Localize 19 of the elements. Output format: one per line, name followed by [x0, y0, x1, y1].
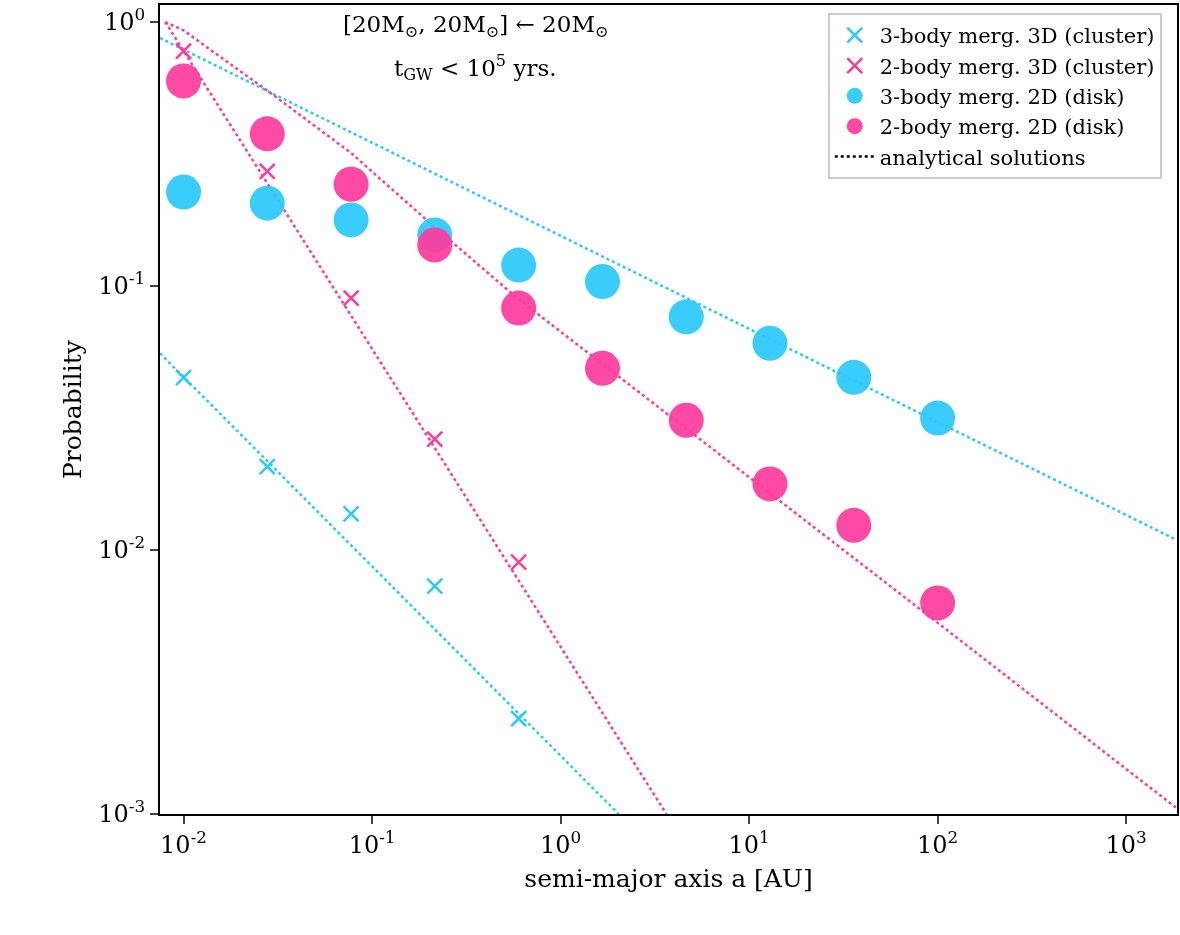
legend-label: 2-body merg. 3D (cluster)	[879, 54, 1155, 79]
x-axis-title: semi-major axis a [AU]	[524, 864, 813, 894]
legend-label: 3-body merg. 2D (disk)	[879, 85, 1125, 110]
y-tick-label: 10$^{-2}$	[98, 532, 146, 565]
annotation: t$_{GW}$ < 10$^{5}$ yrs.	[394, 51, 557, 85]
y-tick-label: 10$^{-1}$	[98, 268, 146, 301]
y-tick-label: 10$^{-3}$	[98, 796, 146, 829]
x-tick-label: 10$^{2}$	[917, 826, 959, 859]
legend-label: 2-body merg. 2D (disk)	[879, 115, 1125, 140]
y-tick-label: 10$^{0}$	[103, 4, 146, 37]
legend-label: 3-body merg. 3D (cluster)	[879, 24, 1155, 49]
legend-label: analytical solutions	[879, 145, 1086, 170]
y-axis-title: Probability	[57, 339, 87, 479]
x-tick-label: 10$^{1}$	[728, 826, 770, 859]
x-tick-label: 10$^{-1}$	[348, 826, 396, 859]
x-tick-label: 10$^{-2}$	[160, 826, 207, 859]
annotation: [20M$_{⊙}$, 20M$_{⊙}$] ← 20M$_{⊙}$	[343, 11, 609, 41]
x-tick-label: 10$^{3}$	[1105, 826, 1147, 859]
x-tick-label: 10$^{0}$	[539, 826, 582, 859]
